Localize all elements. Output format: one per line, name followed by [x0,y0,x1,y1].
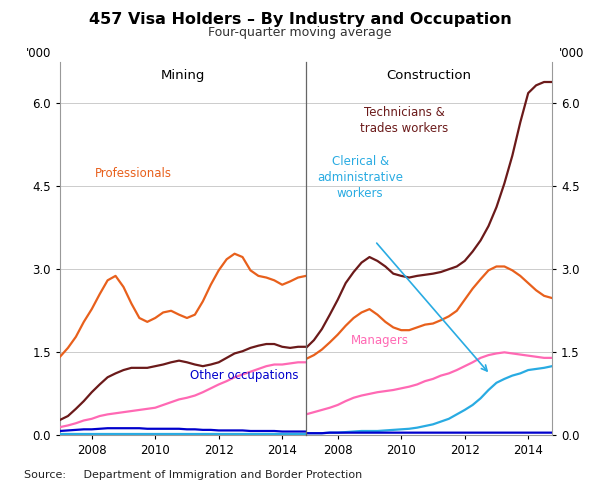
Text: Technicians &
trades workers: Technicians & trades workers [360,106,449,135]
Text: 457 Visa Holders – By Industry and Occupation: 457 Visa Holders – By Industry and Occup… [89,12,511,27]
Text: Professionals: Professionals [95,167,172,180]
Text: Other occupations: Other occupations [190,369,299,382]
Text: '000: '000 [26,47,51,60]
Text: Four-quarter moving average: Four-quarter moving average [208,26,392,38]
Text: Construction: Construction [386,69,472,82]
Text: Managers: Managers [351,334,409,346]
Text: Clerical &
administrative
workers: Clerical & administrative workers [317,155,403,200]
Text: Mining: Mining [161,69,205,82]
Text: Source:     Department of Immigration and Border Protection: Source: Department of Immigration and Bo… [24,470,362,480]
Text: '000: '000 [559,47,584,60]
